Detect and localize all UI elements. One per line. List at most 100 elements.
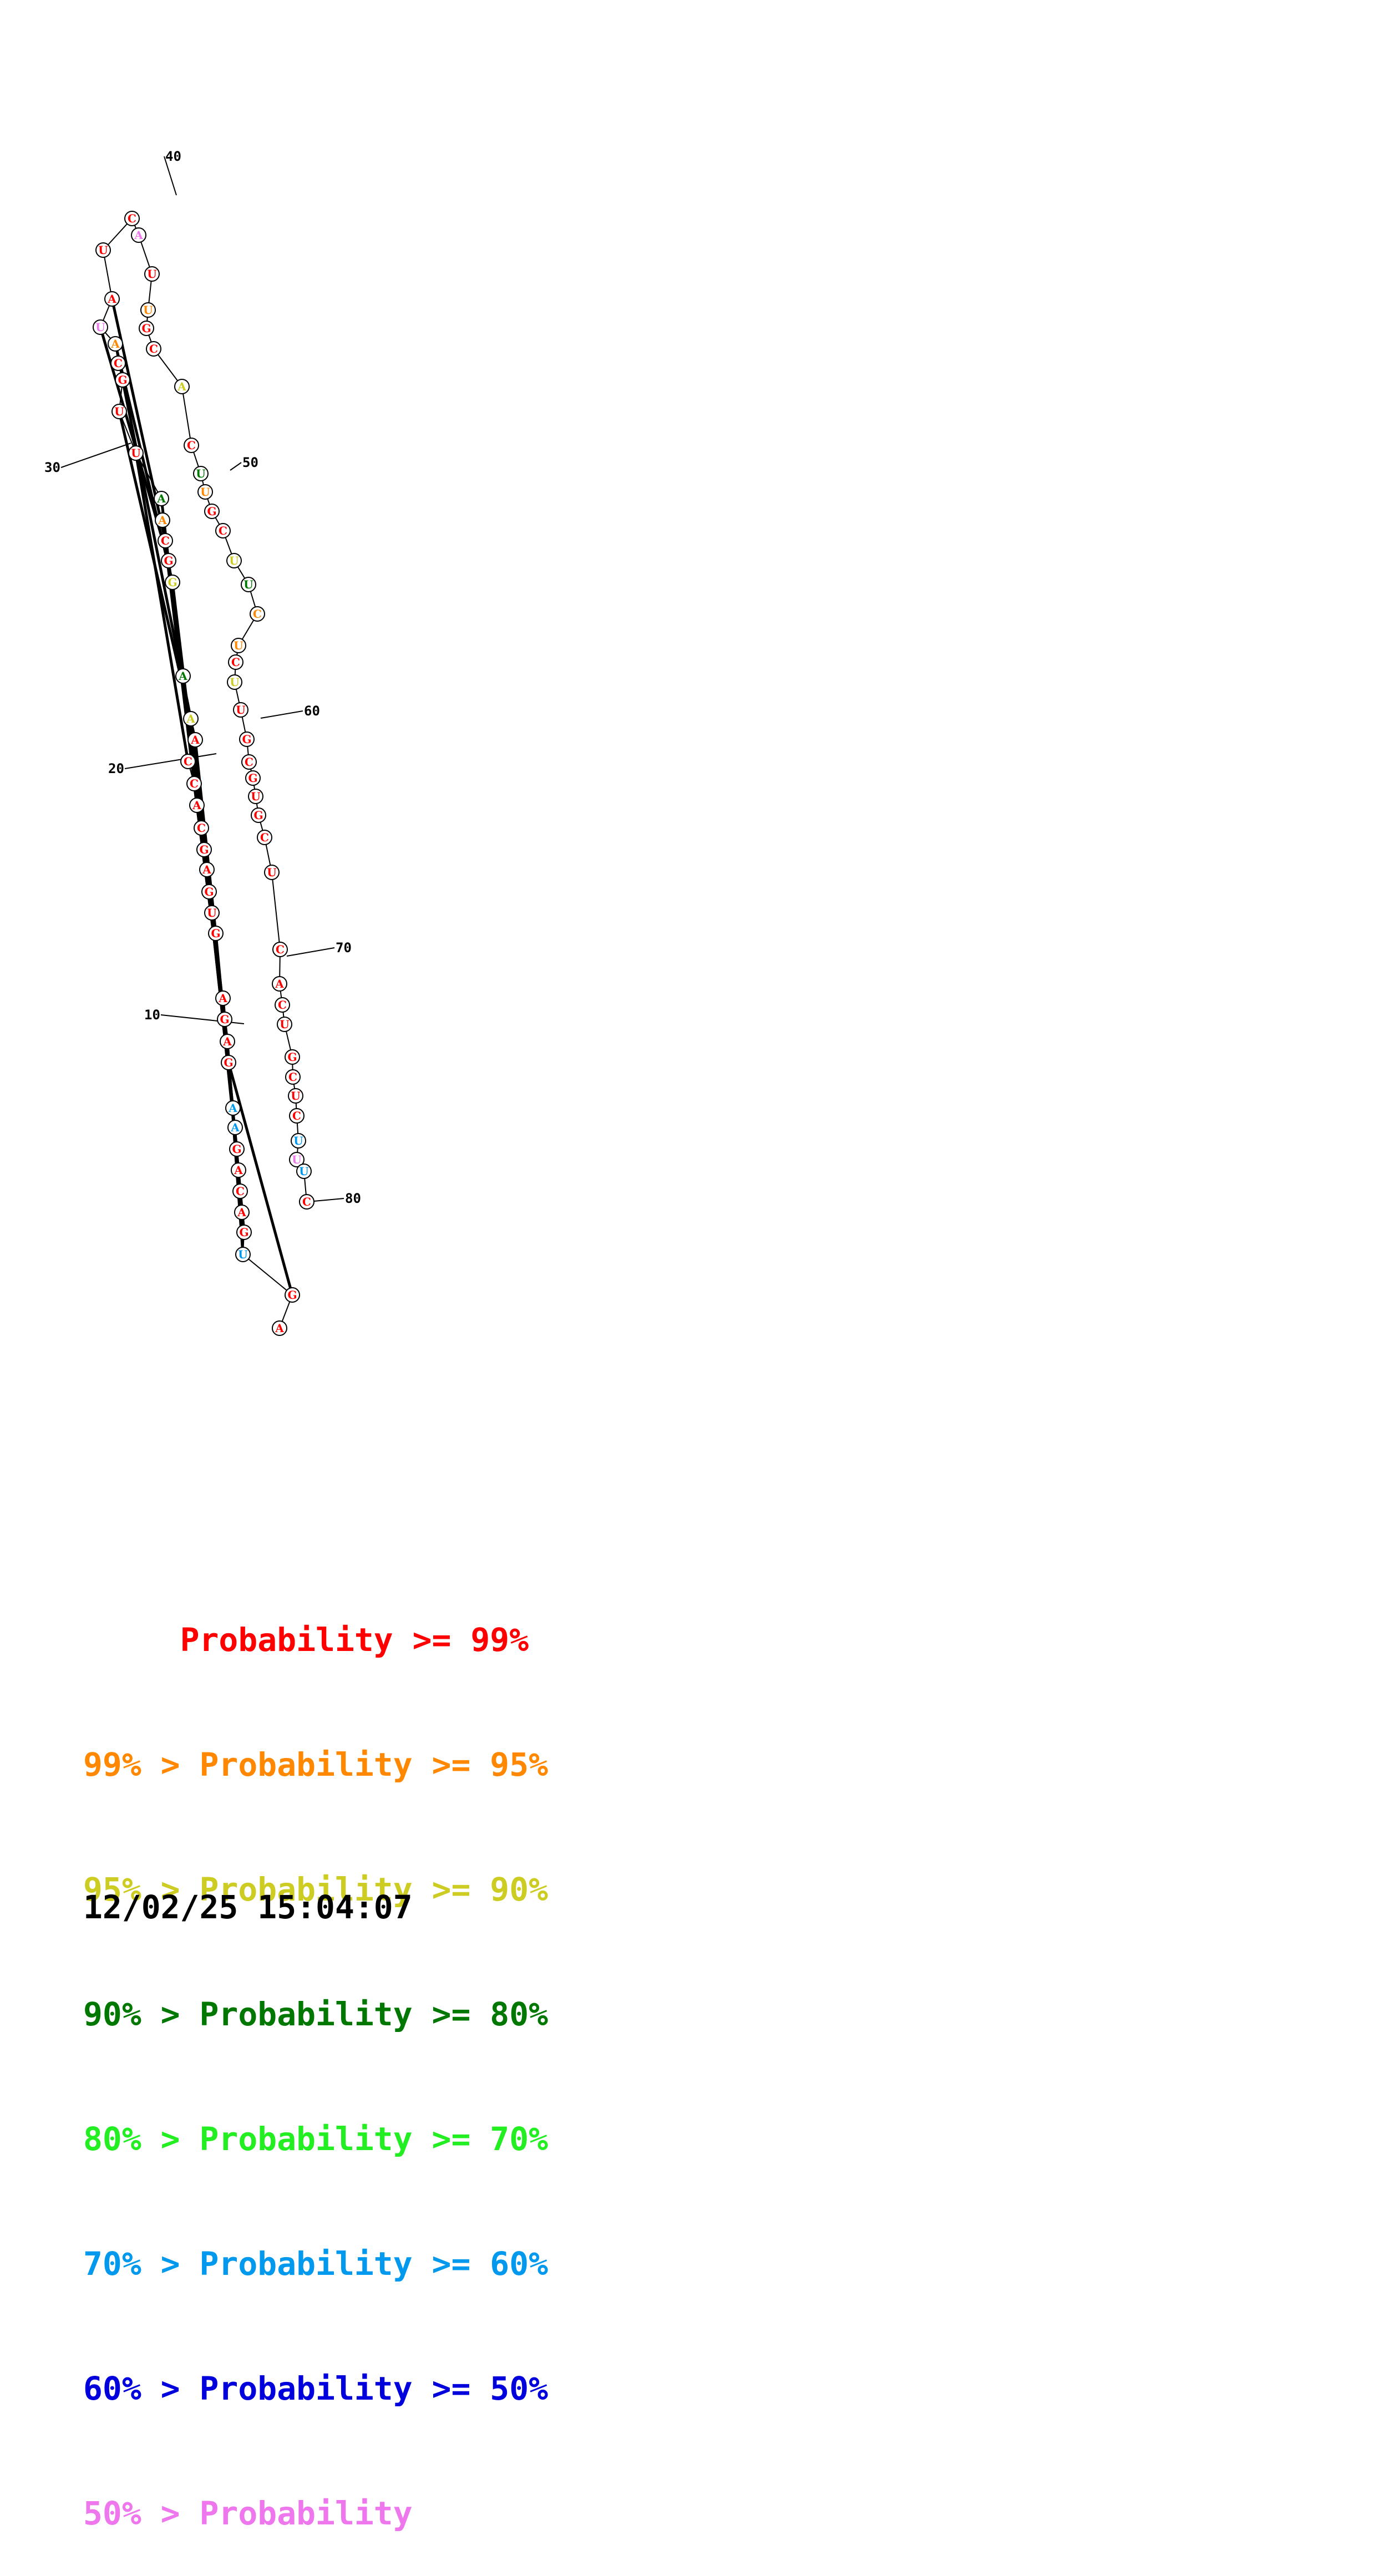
nucleotide-12: A — [220, 1034, 235, 1049]
nucleotide-1: A — [272, 1320, 287, 1336]
nucleotide-circle — [299, 1194, 314, 1210]
nucleotide-circle — [225, 1100, 241, 1116]
nucleotide-16: U — [204, 905, 220, 921]
nucleotide-letter: U — [280, 1018, 289, 1031]
nucleotide-circle — [187, 732, 203, 748]
nucleotide-circle — [272, 942, 288, 957]
nucleotide-letter: G — [220, 1013, 229, 1026]
nucleotide-circle — [221, 1055, 236, 1070]
nucleotide-circle — [234, 1205, 250, 1220]
nucleotide-65: U — [264, 865, 280, 880]
nucleotide-letter: G — [204, 885, 214, 898]
nucleotide-circle — [257, 830, 272, 845]
nucleotide-circle — [183, 711, 199, 726]
nucleotide-letter: A — [202, 863, 211, 876]
nucleotide-34: G — [115, 372, 130, 388]
nucleotide-8: G — [229, 1141, 245, 1157]
nucleotide-letter: C — [253, 607, 262, 621]
nucleotide-40: C — [124, 211, 140, 226]
nucleotide-24: A — [187, 732, 203, 748]
nucleotide-50: G — [204, 504, 220, 519]
nucleotide-23: C — [180, 754, 196, 769]
nucleotide-30: A — [155, 512, 170, 528]
nucleotide-15: G — [208, 926, 224, 941]
nucleotide-72: U — [288, 1088, 303, 1104]
nucleotide-letter: U — [229, 554, 239, 567]
nucleotide-letter: A — [156, 492, 166, 505]
nucleotide-29: C — [158, 533, 173, 548]
nucleotide-circle — [217, 1012, 232, 1027]
position-label-70: 70 — [336, 940, 352, 956]
nucleotide-26: A — [175, 668, 191, 684]
legend-row-70: 80% > Probability >= 70% — [83, 2120, 549, 2158]
nucleotide-39: U — [95, 242, 111, 258]
nucleotide-51: C — [215, 523, 231, 538]
nucleotide-20: C — [194, 820, 209, 836]
nucleotide-circle — [161, 553, 176, 568]
nucleotide-63: G — [251, 807, 266, 823]
nucleotide-letter: C — [128, 212, 136, 225]
nucleotide-circle — [220, 1034, 235, 1049]
legend-row-99: Probability >= 99% — [83, 1621, 529, 1659]
nucleotide-54: C — [250, 606, 265, 622]
nucleotide-6: C — [232, 1183, 248, 1199]
nucleotide-circle — [231, 1162, 246, 1178]
nucleotide-letter: A — [228, 1101, 237, 1115]
nucleotide-circle — [201, 884, 217, 900]
nucleotide-letter: A — [222, 1035, 232, 1048]
nucleotide-circle — [288, 1088, 303, 1104]
nucleotide-60: C — [241, 754, 257, 770]
position-label-60: 60 — [304, 703, 320, 719]
tick-line-40 — [164, 156, 177, 196]
nucleotide-letter: A — [234, 1163, 243, 1177]
nucleotide-31: A — [154, 491, 169, 506]
nucleotide-19: G — [196, 842, 212, 857]
nucleotide-letter: U — [299, 1165, 308, 1178]
nucleotide-circle — [245, 770, 261, 786]
nucleotide-circle — [184, 438, 199, 453]
nucleotide-letter: U — [95, 321, 105, 334]
nucleotide-circle — [289, 1152, 305, 1167]
nucleotide-76: U — [296, 1163, 312, 1179]
nucleotide-letter: G — [141, 322, 151, 335]
nucleotide-circle — [285, 1287, 300, 1303]
nucleotide-letter: A — [158, 514, 167, 527]
nucleotide-letter: U — [293, 1134, 303, 1147]
position-label-20: 20 — [108, 761, 124, 776]
legend-row-60: 70% > Probability >= 60% — [83, 2245, 549, 2283]
nucleotide-circle — [248, 789, 263, 804]
position-label-80: 80 — [345, 1191, 361, 1206]
tick-line-30 — [60, 443, 131, 468]
nucleotide-circle — [194, 820, 209, 836]
nucleotide-letter: G — [207, 505, 216, 518]
legend-row-80: 90% > Probability >= 80% — [83, 1995, 549, 2033]
nucleotide-circle — [227, 674, 242, 690]
nucleotide-circle — [226, 553, 242, 568]
nucleotide-77: C — [299, 1194, 314, 1210]
nucleotide-circle — [277, 1017, 292, 1032]
nucleotide-circle — [291, 1133, 306, 1149]
nucleotide-circle — [108, 336, 123, 352]
nucleotide-3: U — [235, 1247, 251, 1262]
nucleotide-59: G — [239, 731, 255, 747]
nucleotide-circle — [251, 807, 266, 823]
nucleotide-41: A — [131, 227, 146, 243]
nucleotide-47: C — [184, 438, 199, 453]
nucleotide-letter: U — [196, 467, 205, 480]
nucleotide-circle — [140, 302, 156, 318]
nucleotide-circle — [204, 905, 220, 921]
nucleotide-letter: C — [236, 1185, 245, 1198]
nucleotide-circle — [239, 731, 255, 747]
nucleotide-62: U — [248, 789, 263, 804]
nucleotide-circle — [95, 242, 111, 258]
nucleotide-letter: A — [186, 712, 195, 725]
nucleotide-circle — [196, 842, 212, 857]
position-label-50: 50 — [242, 455, 258, 470]
nucleotide-letter: G — [287, 1288, 297, 1302]
nucleotide-46: A — [174, 379, 190, 394]
nucleotide-letter: G — [164, 554, 173, 567]
nucleotide-circle — [275, 997, 290, 1013]
nucleotide-56: C — [228, 654, 243, 670]
nucleotide-letter: G — [248, 771, 257, 785]
nucleotide-circle — [186, 776, 202, 791]
